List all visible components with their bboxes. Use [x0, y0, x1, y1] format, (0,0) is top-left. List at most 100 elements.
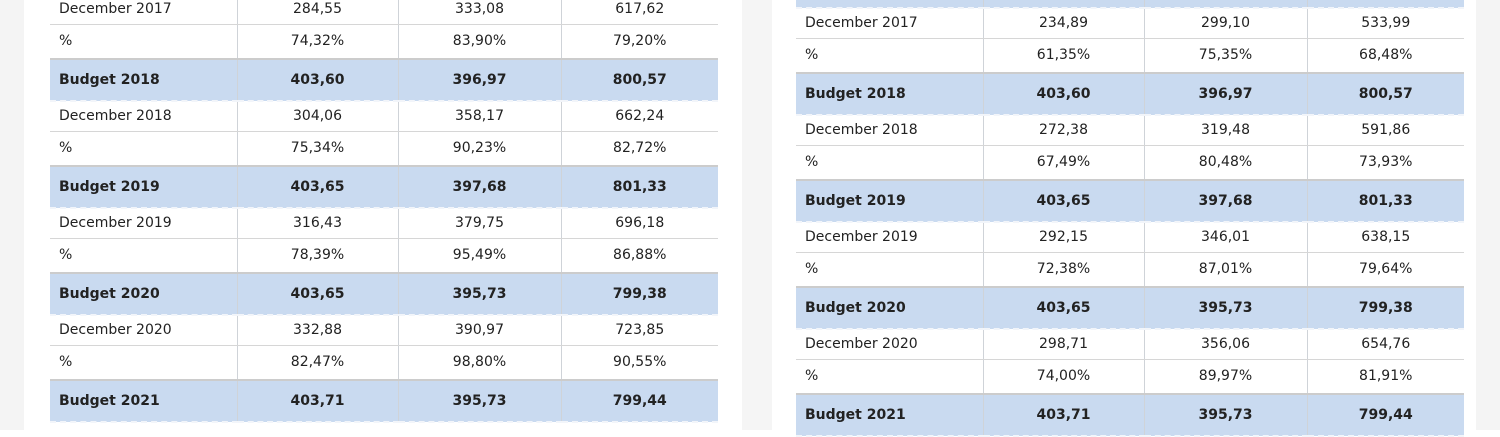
value-cell: 397,68 — [397, 166, 561, 209]
budget-row: Budget 2018 403,60 396,97 800,57 — [796, 73, 1464, 116]
value-cell: 67,49% — [982, 145, 1144, 181]
total-cell: 82,72% — [560, 131, 718, 167]
value-cell: 395,73 — [397, 380, 561, 423]
value-cell: 403,65 — [236, 273, 398, 316]
row-label: % — [796, 252, 983, 288]
value-cell: 396,97 — [397, 59, 561, 102]
value-cell: 292,15 — [982, 222, 1144, 253]
row-label: December 2017 — [796, 8, 983, 39]
row-label: December 2020 — [796, 329, 983, 360]
budget-row: Budget 2021 403,71 395,73 799,44 — [50, 380, 718, 423]
value-cell: 74,00% — [982, 359, 1144, 395]
december-row: December 2017 284,55 333,08 617,62 — [50, 0, 718, 25]
value-cell — [1143, 0, 1307, 9]
row-label: Budget 2018 — [50, 59, 237, 102]
total-cell: 81,91% — [1306, 359, 1464, 395]
row-label: December 2019 — [796, 222, 983, 253]
row-label: Budget 2019 — [50, 166, 237, 209]
budget-row: Budget 2020 403,65 395,73 799,38 — [50, 273, 718, 316]
total-cell: 90,55% — [560, 345, 718, 381]
total-cell: 696,18 — [560, 208, 718, 239]
december-row: December 2019 316,43 379,75 696,18 — [50, 208, 718, 239]
value-cell: 319,48 — [1143, 115, 1307, 146]
value-cell: 75,34% — [236, 131, 398, 167]
row-label: % — [796, 359, 983, 395]
total-cell: 533,99 — [1306, 8, 1464, 39]
row-label: Budget 2021 — [50, 380, 237, 423]
total-cell: 617,62 — [560, 0, 718, 25]
row-label: December 2018 — [50, 101, 237, 132]
value-cell: 403,60 — [236, 59, 398, 102]
total-cell: 662,24 — [560, 101, 718, 132]
percent-row: % 61,35% 75,35% 68,48% — [796, 38, 1464, 74]
total-cell: 68,48% — [1306, 38, 1464, 74]
value-cell: 78,39% — [236, 238, 398, 274]
percent-row: % 67,49% 80,48% 73,93% — [796, 145, 1464, 181]
percent-row: % 78,39% 95,49% 86,88% — [50, 238, 718, 274]
total-cell: 79,64% — [1306, 252, 1464, 288]
value-cell: 333,08 — [397, 0, 561, 25]
december-row: December 2018 304,06 358,17 662,24 — [50, 101, 718, 132]
value-cell: 346,01 — [1143, 222, 1307, 253]
row-label: Budget 2018 — [796, 73, 983, 116]
row-label: December 2018 — [796, 115, 983, 146]
percent-row: % 74,00% 89,97% 81,91% — [796, 359, 1464, 395]
december-row: December 2020 298,71 356,06 654,76 — [796, 329, 1464, 360]
budget-row: Budget 2019 403,65 397,68 801,33 — [50, 166, 718, 209]
value-cell: 358,17 — [397, 101, 561, 132]
december-row: December 2018 272,38 319,48 591,86 — [796, 115, 1464, 146]
total-cell: 799,38 — [1306, 287, 1464, 330]
total-cell: 79,20% — [560, 24, 718, 60]
page-margin-right — [1476, 0, 1500, 430]
page-gutter — [742, 0, 772, 430]
total-cell: 800,57 — [1306, 73, 1464, 116]
percent-row: % 75,34% 90,23% 82,72% — [50, 131, 718, 167]
value-cell: 80,48% — [1143, 145, 1307, 181]
value-cell: 390,97 — [397, 315, 561, 346]
value-cell: 395,73 — [397, 273, 561, 316]
value-cell — [982, 0, 1144, 9]
value-cell: 72,38% — [982, 252, 1144, 288]
value-cell: 61,35% — [982, 38, 1144, 74]
total-cell: 86,88% — [560, 238, 718, 274]
value-cell: 356,06 — [1143, 329, 1307, 360]
row-label: December 2017 — [50, 0, 237, 25]
value-cell: 74,32% — [236, 24, 398, 60]
total-cell: 799,44 — [560, 380, 718, 423]
total-cell — [1306, 0, 1464, 9]
row-label: % — [796, 38, 983, 74]
value-cell: 98,80% — [397, 345, 561, 381]
budget-row: Budget 2020 403,65 395,73 799,38 — [796, 287, 1464, 330]
value-cell: 89,97% — [1143, 359, 1307, 395]
total-cell: 801,33 — [560, 166, 718, 209]
december-row: December 2017 234,89 299,10 533,99 — [796, 8, 1464, 39]
budget-table-right: December 2017 234,89 299,10 533,99% 61,35% 75… — [796, 0, 1464, 437]
total-cell: 73,93% — [1306, 145, 1464, 181]
value-cell: 75,35% — [1143, 38, 1307, 74]
value-cell: 397,68 — [1143, 180, 1307, 223]
value-cell: 304,06 — [236, 101, 398, 132]
page-margin-left — [0, 0, 24, 430]
value-cell: 299,10 — [1143, 8, 1307, 39]
row-label: % — [50, 131, 237, 167]
row-label — [796, 0, 983, 9]
value-cell: 298,71 — [982, 329, 1144, 360]
row-label: % — [796, 145, 983, 181]
value-cell: 272,38 — [982, 115, 1144, 146]
percent-row: % 82,47% 98,80% 90,55% — [50, 345, 718, 381]
row-label: % — [50, 24, 237, 60]
value-cell: 403,65 — [982, 180, 1144, 223]
total-cell: 799,38 — [560, 273, 718, 316]
value-cell: 284,55 — [236, 0, 398, 25]
budget-table-right-body: December 2017 234,89 299,10 533,99% 61,35% 75… — [796, 0, 1464, 437]
percent-row: % 74,32% 83,90% 79,20% — [50, 24, 718, 60]
december-row: December 2019 292,15 346,01 638,15 — [796, 222, 1464, 253]
value-cell: 234,89 — [982, 8, 1144, 39]
total-cell: 723,85 — [560, 315, 718, 346]
total-cell: 591,86 — [1306, 115, 1464, 146]
total-cell: 801,33 — [1306, 180, 1464, 223]
value-cell: 332,88 — [236, 315, 398, 346]
december-row: December 2020 332,88 390,97 723,85 — [50, 315, 718, 346]
value-cell: 87,01% — [1143, 252, 1307, 288]
total-cell: 654,76 — [1306, 329, 1464, 360]
